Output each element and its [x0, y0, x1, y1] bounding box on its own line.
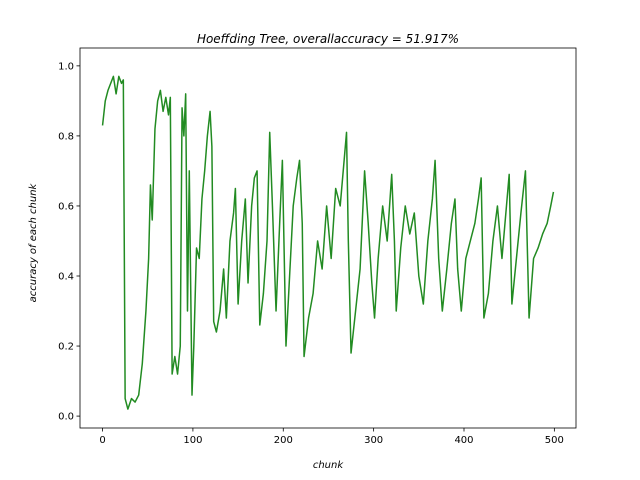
- axes-frame: [79, 47, 577, 429]
- x-tick-label: 100: [183, 435, 202, 446]
- x-tick-label: 200: [274, 435, 293, 446]
- x-tick-label: 500: [545, 435, 564, 446]
- x-tick-label: 300: [364, 435, 383, 446]
- y-tick-label: 0.2: [58, 342, 74, 353]
- y-axis-label: accuracy of each chunk: [28, 182, 39, 302]
- y-tick-label: 1.0: [58, 61, 74, 72]
- data-line: [101, 75, 555, 410]
- y-tick-label: 0.8: [58, 131, 74, 142]
- y-tick-label: 0.4: [58, 272, 74, 283]
- x-tick-label: 400: [454, 435, 473, 446]
- y-tick-label: 0.0: [58, 412, 74, 423]
- y-tick-label: 0.6: [58, 201, 74, 212]
- x-tick-label: 0: [99, 435, 105, 446]
- chart-title: Hoeffding Tree, overallaccuracy = 51.917…: [197, 32, 459, 46]
- x-axis-label: chunk: [313, 460, 345, 471]
- plot-area: [101, 75, 555, 410]
